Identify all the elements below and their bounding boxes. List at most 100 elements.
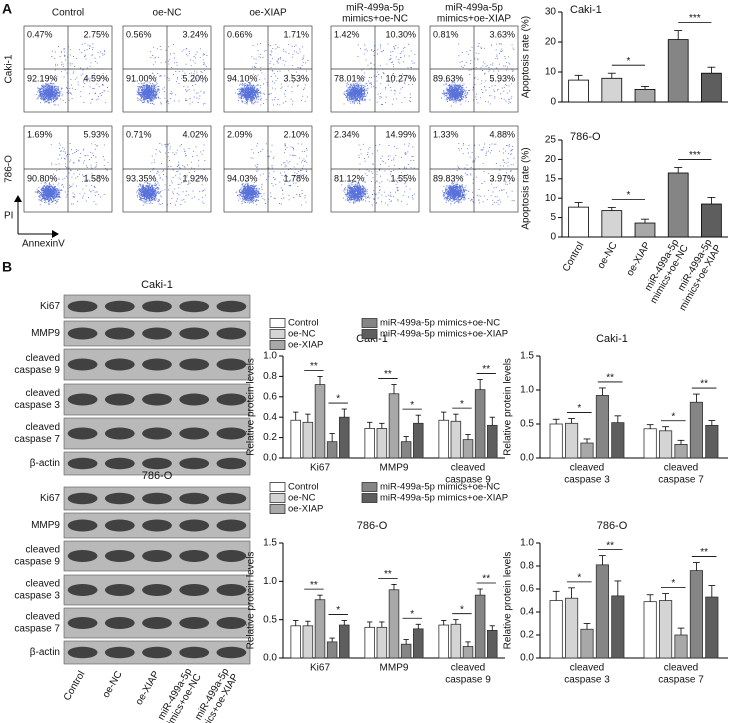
blot-row-label: caspase 7 <box>14 624 60 635</box>
bar <box>667 39 689 103</box>
blot-row-label: caspase 3 <box>14 591 60 602</box>
blot-title: 786-O <box>142 470 173 482</box>
blot-band <box>216 519 247 532</box>
blot-band <box>179 646 210 659</box>
significance-mark: * <box>460 604 464 615</box>
y-tick-label: 25 <box>545 135 557 146</box>
quadrant-percent: 0.81% <box>433 29 459 39</box>
bar <box>674 634 688 659</box>
bar <box>326 641 338 659</box>
bar <box>705 424 719 459</box>
blot-row-label: β-actin <box>30 647 60 658</box>
quadrant-percent: 5.93% <box>489 73 515 83</box>
significance-mark: * <box>577 572 581 583</box>
quadrant-percent: 92.19% <box>27 73 58 83</box>
quadrant-percent: 1.78% <box>283 173 309 183</box>
legend-swatch <box>361 493 378 503</box>
blot-row-label: cleaved <box>26 545 60 556</box>
bar <box>549 423 563 459</box>
blot-band <box>216 584 247 596</box>
bar <box>580 628 594 659</box>
legend-label: miR-499a-5p mimics+oe-NC <box>380 482 500 493</box>
significance-mark: * <box>410 400 414 411</box>
bar <box>659 430 673 459</box>
significance-mark: * <box>671 578 675 589</box>
panel-label: B <box>2 259 12 275</box>
blot-band <box>142 646 172 659</box>
quadrant-percent: 1.42% <box>334 29 360 39</box>
column-header: Control <box>52 8 84 19</box>
quadrant-percent: 14.99% <box>385 129 416 139</box>
blot-band <box>142 519 172 532</box>
cell-events <box>136 143 206 206</box>
chart-title: Caki-1 <box>570 4 602 16</box>
blot-band <box>216 358 247 371</box>
y-axis-label: Relative protein levels <box>503 358 514 456</box>
y-tick-label: 5 <box>550 212 556 223</box>
legend-label: oe-XIAP <box>288 340 323 351</box>
y-tick-label: 0.8 <box>263 371 277 382</box>
blot-band <box>179 457 210 470</box>
y-tick-label: 0.6 <box>520 584 534 595</box>
blot-band <box>179 327 210 340</box>
significance-mark: * <box>626 56 630 67</box>
bar <box>364 626 375 659</box>
lane-label: Control <box>62 669 88 702</box>
y-tick-label: 0.0 <box>263 653 277 664</box>
x-tick-label: caspase 7 <box>658 475 704 486</box>
y-axis-label: Apoptosis rate (%) <box>521 147 532 229</box>
blot-band <box>104 492 135 505</box>
quadrant-percent: 90.80% <box>27 173 58 183</box>
y-tick-label: 0.0 <box>520 653 534 664</box>
legend-swatch <box>361 482 378 492</box>
bar <box>462 646 474 659</box>
cell-events <box>136 44 208 106</box>
significance-mark: * <box>336 605 340 616</box>
x-tick-label: cleaved <box>570 463 604 474</box>
blot-band <box>104 550 135 562</box>
significance-mark: *** <box>689 150 701 161</box>
significance-mark: ** <box>384 369 392 380</box>
significance-mark: *** <box>689 13 701 24</box>
y-tick-label: 0.0 <box>520 453 534 464</box>
significance-mark: * <box>460 399 464 410</box>
blot-band <box>216 492 247 505</box>
y-tick-label: 20 <box>545 154 557 165</box>
blot-band <box>179 300 210 313</box>
blot-row-label: caspase 9 <box>14 365 60 376</box>
blot-row-label: cleaved <box>26 612 60 623</box>
blot-row-label: Ki67 <box>40 493 60 504</box>
blot-band <box>216 646 247 659</box>
bar <box>674 443 688 459</box>
row-label: 786-O <box>4 155 15 183</box>
quadrant-percent: 4.02% <box>182 129 208 139</box>
y-tick-label: 10 <box>545 193 557 204</box>
quadrant-percent: 2.10% <box>283 129 309 139</box>
y-tick-label: 1.0 <box>520 385 534 396</box>
column-header: oe-NC <box>153 8 182 19</box>
column-header: miR-499a-5p <box>445 3 503 14</box>
blot-band <box>216 550 247 562</box>
y-tick-label: 0.2 <box>520 630 534 641</box>
cell-events <box>35 42 109 106</box>
blot-band <box>179 584 210 596</box>
bar <box>364 428 375 459</box>
legend-swatch <box>269 482 286 492</box>
y-tick-label: 1.0 <box>263 351 277 362</box>
bar <box>388 393 400 459</box>
blot-band <box>67 327 98 340</box>
blot-band <box>104 646 135 659</box>
bar <box>438 624 449 659</box>
significance-mark: * <box>336 394 340 405</box>
blot-band <box>142 492 172 505</box>
quadrant-percent: 10.27% <box>385 73 416 83</box>
legend-swatch <box>269 504 286 514</box>
x-tick-label: cleaved <box>451 663 485 674</box>
bar <box>474 389 486 459</box>
significance-mark: ** <box>482 364 490 375</box>
blot-band <box>67 646 98 659</box>
bar <box>568 79 589 103</box>
x-tick-label: caspase 3 <box>564 475 610 486</box>
x-tick-label: caspase 9 <box>445 675 491 686</box>
y-tick-label: 0.5 <box>520 419 534 430</box>
